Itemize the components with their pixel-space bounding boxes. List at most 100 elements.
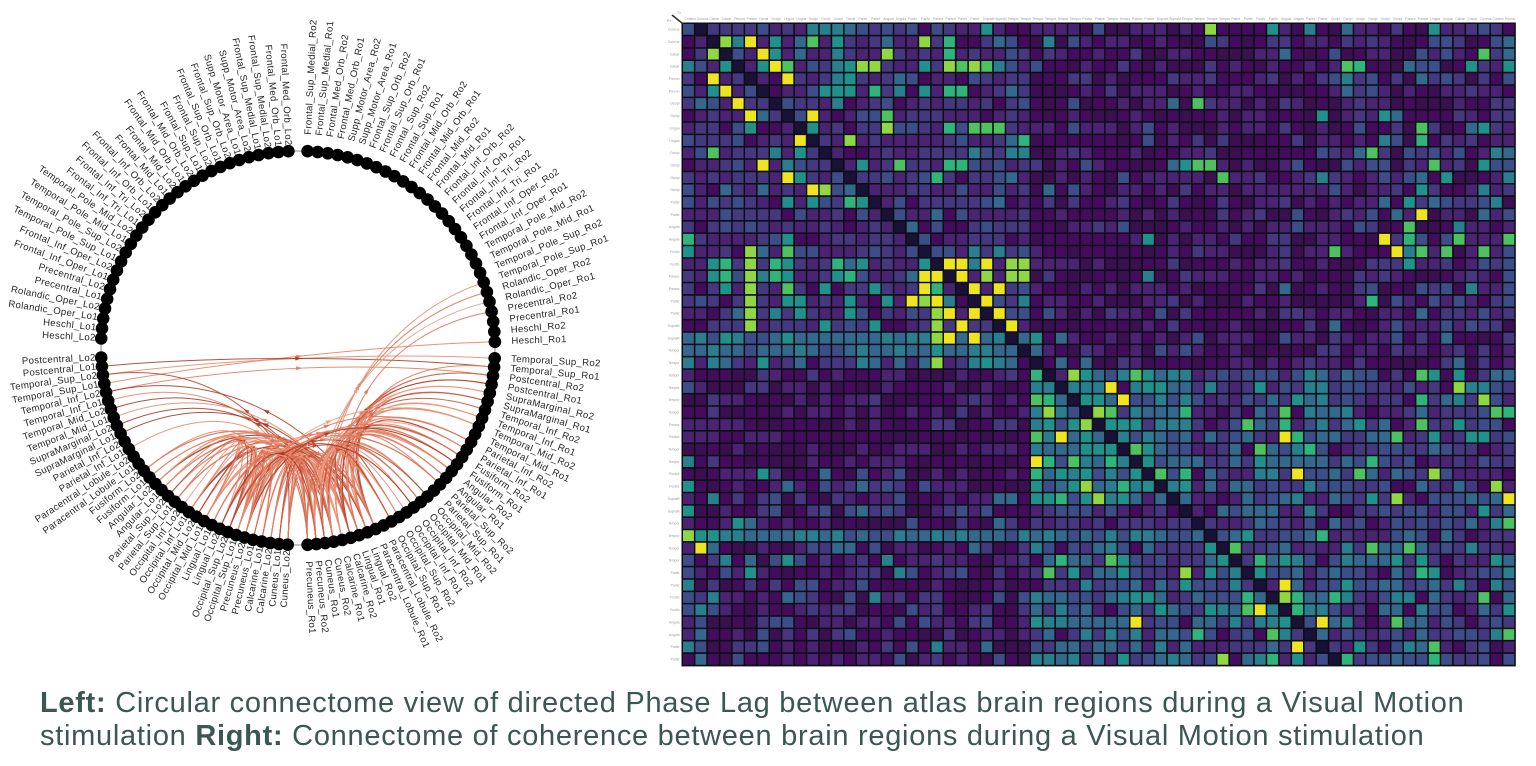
svg-text:Tx: Tx	[677, 11, 681, 15]
svg-text:Occipi: Occipi	[772, 17, 781, 21]
svg-text:Tempor: Tempor	[1033, 17, 1045, 21]
svg-text:Angula: Angula	[896, 17, 906, 21]
svg-text:Occipi: Occipi	[670, 176, 680, 180]
svg-text:SupraM: SupraM	[668, 497, 680, 501]
svg-text:Pariet: Pariet	[671, 583, 680, 587]
svg-text:Tempor: Tempor	[1182, 17, 1194, 21]
svg-text:Postce: Postce	[1082, 17, 1092, 21]
svg-text:Lingua: Lingua	[669, 139, 679, 143]
svg-text:Calcar: Calcar	[670, 52, 681, 56]
svg-text:Tempor: Tempor	[668, 546, 680, 550]
svg-text:Lingua: Lingua	[1443, 17, 1453, 21]
svg-text:Heschl_Lo1: Heschl_Lo1	[43, 317, 97, 333]
svg-text:Fusifo: Fusifo	[1256, 17, 1265, 21]
svg-text:Tempor: Tempor	[1107, 17, 1119, 21]
svg-text:Pariet: Pariet	[671, 299, 680, 303]
svg-text:Pariet: Pariet	[958, 17, 967, 21]
svg-text:Occipi: Occipi	[1393, 17, 1402, 21]
svg-text:Fusifo: Fusifo	[670, 262, 679, 266]
svg-text:stimulation Right: Connectome: stimulation Right: Connectome of coheren…	[40, 720, 1424, 752]
svg-text:Calcar: Calcar	[1468, 17, 1478, 21]
svg-text:Heschl_Ro2: Heschl_Ro2	[510, 320, 566, 335]
svg-text:Temporal_Sup_Ro2: Temporal_Sup_Ro2	[511, 354, 601, 370]
svg-text:Calcar: Calcar	[709, 17, 719, 21]
svg-text:Pariet: Pariet	[671, 658, 680, 662]
svg-text:Tempor: Tempor	[1020, 17, 1032, 21]
svg-text:Fusifo: Fusifo	[670, 608, 679, 612]
svg-text:Postcentral_Lo2: Postcentral_Lo2	[22, 352, 96, 367]
svg-text:Parace: Parace	[1418, 17, 1429, 21]
svg-text:Cuneus: Cuneus	[668, 28, 680, 32]
svg-text:Occipi: Occipi	[1381, 17, 1390, 21]
svg-text:Occipi: Occipi	[1356, 17, 1365, 21]
svg-text:Tempor: Tempor	[668, 398, 680, 402]
svg-text:Angula: Angula	[1281, 17, 1291, 21]
svg-text:Cuneus: Cuneus	[668, 40, 680, 44]
svg-text:Parace: Parace	[669, 287, 680, 291]
svg-text:Fusifo: Fusifo	[670, 596, 679, 600]
svg-text:Tempor: Tempor	[1057, 17, 1069, 21]
svg-text:Rx: Rx	[667, 19, 672, 23]
svg-text:Tempor: Tempor	[668, 460, 680, 464]
svg-text:Tempor: Tempor	[668, 373, 680, 377]
svg-text:Cuneus: Cuneus	[697, 17, 709, 21]
svg-text:Fusifo: Fusifo	[921, 17, 930, 21]
svg-text:Frontal_Med_Orb_Lo2: Frontal_Med_Orb_Lo2	[278, 43, 294, 146]
svg-text:SupraM: SupraM	[983, 17, 995, 21]
svg-text:Postce: Postce	[1132, 17, 1142, 21]
svg-text:Angula: Angula	[669, 238, 680, 242]
svg-text:Cuneus_Lo2: Cuneus_Lo2	[279, 550, 293, 608]
svg-text:Left: Circular connectome view: Left: Circular connectome view of direct…	[40, 687, 1464, 719]
svg-text:Occipi: Occipi	[1331, 17, 1340, 21]
svg-text:Tempor: Tempor	[1008, 17, 1020, 21]
svg-text:Pariet: Pariet	[1318, 17, 1327, 21]
svg-text:Tempor: Tempor	[1219, 17, 1231, 21]
svg-text:SupraM: SupraM	[1169, 17, 1181, 21]
svg-text:Tempor: Tempor	[668, 349, 680, 353]
svg-text:Angula: Angula	[1294, 17, 1304, 21]
svg-text:SupraM: SupraM	[1157, 17, 1169, 21]
svg-text:Postce: Postce	[669, 435, 679, 439]
svg-text:Angula: Angula	[669, 620, 680, 624]
svg-text:Precun: Precun	[1505, 17, 1516, 21]
svg-text:Occipi: Occipi	[670, 164, 680, 168]
svg-text:Lingua: Lingua	[1430, 17, 1440, 21]
svg-text:Pariet: Pariet	[671, 645, 680, 649]
svg-text:Lingua: Lingua	[669, 126, 679, 130]
svg-text:Parace: Parace	[946, 17, 957, 21]
svg-text:Pariet: Pariet	[871, 17, 880, 21]
svg-text:Tempor: Tempor	[668, 559, 680, 563]
svg-text:Tempor: Tempor	[668, 361, 680, 365]
svg-text:Precun: Precun	[734, 17, 745, 21]
svg-text:Heschl_Lo2: Heschl_Lo2	[42, 330, 96, 344]
svg-text:Pariet: Pariet	[970, 17, 979, 21]
svg-text:Tempor: Tempor	[1045, 17, 1057, 21]
svg-text:Occipi: Occipi	[670, 151, 680, 155]
svg-text:Calcar: Calcar	[670, 65, 681, 69]
svg-text:Occipi: Occipi	[1368, 17, 1377, 21]
svg-text:Tempor: Tempor	[668, 534, 680, 538]
svg-text:Fusifo: Fusifo	[670, 250, 679, 254]
svg-text:Pariet: Pariet	[1306, 17, 1315, 21]
svg-text:Angula: Angula	[883, 17, 893, 21]
svg-text:Tempor: Tempor	[1194, 17, 1206, 21]
svg-text:Pariet: Pariet	[859, 17, 868, 21]
svg-text:Occipi: Occipi	[1343, 17, 1352, 21]
svg-text:Fusifo: Fusifo	[908, 17, 917, 21]
svg-text:Angula: Angula	[669, 633, 680, 637]
svg-text:Lingua: Lingua	[784, 17, 794, 21]
svg-text:Angula: Angula	[669, 225, 680, 229]
svg-text:SupraM: SupraM	[668, 509, 680, 513]
svg-text:Tempor: Tempor	[668, 411, 680, 415]
svg-text:Lingua: Lingua	[796, 17, 806, 21]
svg-text:SupraM: SupraM	[668, 336, 680, 340]
svg-text:Postce: Postce	[1095, 17, 1105, 21]
svg-text:Pariet: Pariet	[1231, 17, 1240, 21]
svg-text:Occipi: Occipi	[834, 17, 843, 21]
svg-text:Pariet: Pariet	[1244, 17, 1253, 21]
svg-text:Precun: Precun	[669, 89, 680, 93]
svg-text:SupraM: SupraM	[668, 324, 680, 328]
svg-text:Tempor: Tempor	[668, 522, 680, 526]
svg-text:Tempor: Tempor	[1120, 17, 1132, 21]
svg-text:Postce: Postce	[669, 472, 679, 476]
